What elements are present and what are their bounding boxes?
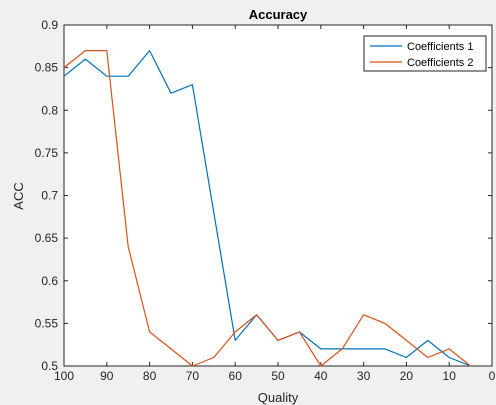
series-line-coefficients-2 — [63, 49, 471, 367]
x-tick-label: 50 — [271, 369, 285, 383]
plot-area — [63, 24, 493, 367]
y-axis-label: ACC — [11, 182, 26, 209]
x-tick-label: 30 — [357, 369, 371, 383]
y-tick-label: 0.65 — [35, 231, 59, 245]
x-tick-label: 40 — [314, 369, 328, 383]
x-tick-label: 90 — [100, 369, 114, 383]
x-tick-label: 60 — [229, 369, 243, 383]
chart-title: Accuracy — [249, 7, 308, 22]
legend: Coefficients 1 Coefficients 2 — [363, 35, 487, 72]
x-tick-label: 0 — [489, 369, 496, 383]
legend-label-coefficients-1: Coefficients 1 — [407, 41, 473, 53]
x-axis-label: Quality — [258, 390, 299, 405]
y-tick-label: 0.85 — [35, 61, 59, 75]
y-tick-label: 0.6 — [41, 274, 58, 288]
axis-ticks: 100 90 80 70 60 50 40 30 20 10 00.50.550.60.650.70… — [35, 18, 496, 383]
y-tick-label: 0.9 — [41, 18, 58, 32]
x-tick-label: 70 — [186, 369, 200, 383]
x-tick-label: 100 — [54, 369, 74, 383]
x-tick-label: 80 — [143, 369, 157, 383]
y-tick-label: 0.7 — [41, 189, 58, 203]
x-tick-label: 10 — [443, 369, 457, 383]
y-tick-label: 0.55 — [35, 316, 59, 330]
x-tick-label: 20 — [400, 369, 414, 383]
legend-label-coefficients-2: Coefficients 2 — [407, 57, 473, 69]
legend-box — [363, 35, 487, 72]
y-tick-label: 0.5 — [41, 359, 58, 373]
y-tick-label: 0.8 — [41, 103, 58, 117]
y-tick-label: 0.75 — [35, 146, 59, 160]
series-lines — [63, 49, 471, 367]
